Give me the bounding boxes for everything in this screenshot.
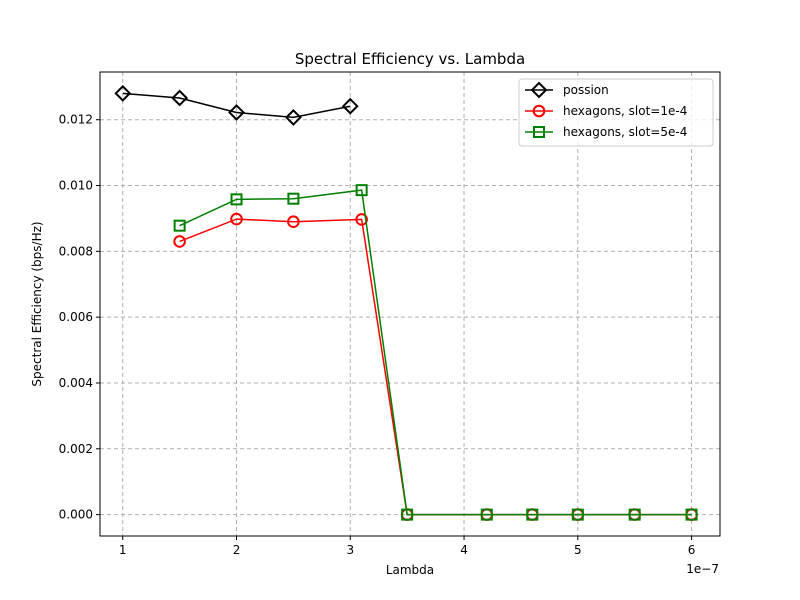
y-tick-label: 0.002: [59, 442, 93, 456]
x-tick-label: 6: [688, 543, 696, 557]
legend-box: [518, 78, 714, 147]
legend-label: hexagons, slot=1e-4: [563, 104, 687, 118]
legend-marker: [532, 104, 546, 118]
data-point: [173, 219, 186, 232]
data-point: [355, 184, 368, 197]
x-tick-label: 1: [119, 543, 127, 557]
data-point: [355, 213, 368, 226]
x-axis-label: Lambda: [386, 563, 434, 577]
x-tick-label: 2: [233, 543, 241, 557]
data-point: [230, 212, 243, 226]
data-point: [114, 84, 132, 102]
data-point: [228, 104, 245, 121]
legend-marker: [530, 81, 548, 99]
data-point: [401, 508, 414, 521]
y-tick-label: 0.006: [59, 310, 93, 324]
y-tick-label: 0.012: [59, 113, 93, 127]
data-point: [341, 97, 359, 115]
legend: possion hexagons, slot=1e-4 hexagons, slot…: [518, 78, 714, 147]
series-line: [179, 189, 692, 516]
y-tick-label: 0.008: [59, 244, 93, 258]
legend-entry: possion: [525, 81, 609, 99]
y-tick-label: 0.000: [59, 508, 93, 522]
y-tick-label: 0.004: [59, 376, 93, 390]
legend-marker: [533, 126, 545, 138]
data-point: [173, 235, 186, 248]
y-axis-label: Spectral Efficiency (bps/Hz): [30, 221, 44, 386]
legend-entry: hexagons, slot=1e-4: [525, 104, 687, 118]
legend-entry: hexagons, slot=5e-4: [525, 125, 687, 139]
data-point: [287, 192, 300, 205]
data-point: [171, 89, 189, 107]
data-point: [526, 508, 539, 521]
data-point: [287, 215, 300, 229]
series-square: [173, 184, 698, 521]
x-axis-offset-label: 1e−7: [686, 562, 719, 576]
plot-frame: [99, 71, 721, 537]
x-tick-label: 4: [460, 543, 468, 557]
chart-title: Spectral Efficiency vs. Lambda: [295, 50, 525, 68]
series-diamond: [114, 84, 359, 126]
x-tick-label: 5: [574, 543, 582, 557]
x-tick-label: 3: [346, 543, 354, 557]
series-line: [122, 92, 351, 119]
legend-label: hexagons, slot=5e-4: [563, 125, 687, 139]
data-point: [685, 508, 698, 521]
data-point: [230, 193, 243, 206]
data-point: [284, 108, 302, 126]
legend-label: possion: [563, 83, 609, 97]
data-point: [480, 508, 493, 521]
data-point: [628, 508, 641, 521]
data-point: [571, 508, 584, 521]
y-tick-label: 0.010: [59, 179, 93, 193]
series: [114, 84, 698, 521]
ticks: 1 2 3 4 5 6 0.000 0.002 0.004 0.006 0.008 0.010 0.01…: [59, 113, 696, 557]
